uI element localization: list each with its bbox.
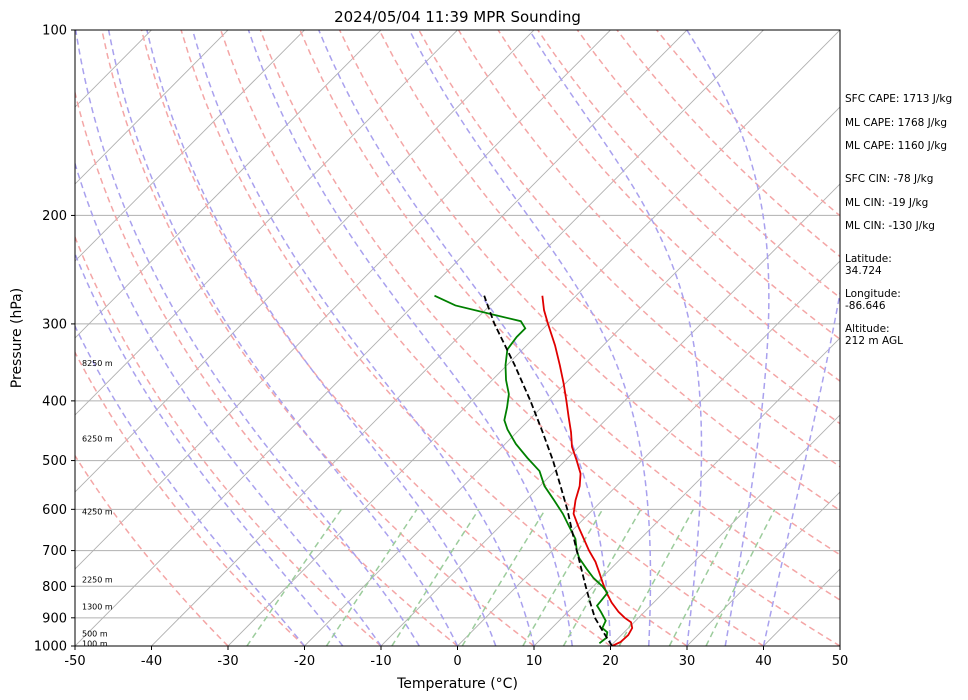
mixing-ratio-line <box>391 508 480 646</box>
height-label: 2250 m <box>82 576 113 585</box>
y-tick-label: 400 <box>42 394 67 409</box>
x-tick-label: -40 <box>141 654 162 669</box>
moist-adiabat-line <box>528 30 703 646</box>
isotherm-line <box>75 30 459 416</box>
y-tick-label: 200 <box>42 209 67 224</box>
x-tick-label: -30 <box>217 654 238 669</box>
x-tick-label: -50 <box>64 654 85 669</box>
height-label: 100 m <box>82 639 108 648</box>
moist-adiabat-line <box>408 30 652 646</box>
dry-adiabat-line <box>180 30 688 646</box>
mixing-ratio-line <box>246 508 342 646</box>
temperature-trace <box>541 295 634 646</box>
moist-adiabat-line <box>762 288 840 646</box>
y-tick-label: 700 <box>42 544 67 559</box>
info-panel-line: SFC CIN: -78 J/kg <box>845 173 933 185</box>
info-panel-line: ML CIN: -19 J/kg <box>845 197 928 209</box>
dry-adiabat-line <box>259 30 840 646</box>
x-tick-label: 50 <box>832 654 849 669</box>
moist-adiabat-line <box>247 30 573 646</box>
moist-adiabat-line <box>686 30 770 646</box>
info-panel-line: Longitude: <box>845 288 901 300</box>
info-panel-line: -86.646 <box>845 300 886 312</box>
isotherm-line <box>609 414 840 646</box>
isotherm-line <box>380 183 840 646</box>
x-tick-label: 40 <box>755 654 772 669</box>
info-panel-line: Altitude: <box>845 323 890 335</box>
info-panel-line: ML CIN: -130 J/kg <box>845 220 935 232</box>
x-tick-label: 0 <box>453 654 461 669</box>
isotherm-line <box>75 30 229 185</box>
height-label: 500 m <box>82 630 108 639</box>
x-tick-label: -10 <box>370 654 391 669</box>
x-tick-label: 10 <box>526 654 543 669</box>
info-panel-line: 212 m AGL <box>845 335 903 347</box>
x-tick-label: -20 <box>294 654 315 669</box>
isotherm-line <box>227 30 840 646</box>
dry-adiabat-line <box>576 30 840 299</box>
mixing-ratio-line <box>618 508 695 646</box>
x-axis-title: Temperature (°C) <box>396 676 518 692</box>
dry-adiabat-line <box>537 30 840 341</box>
isotherm-line <box>75 30 535 493</box>
sounding-traces <box>434 294 634 646</box>
chart-title: 2024/05/04 11:39 MPR Sounding <box>334 8 581 26</box>
dry-adiabat-line <box>75 235 382 646</box>
mixing-ratio-line <box>461 508 547 646</box>
moist-adiabat-line <box>318 30 612 646</box>
info-panel-line: ML CAPE: 1160 J/kg <box>845 140 947 152</box>
x-tick-label: 20 <box>602 654 619 669</box>
y-axis-title: Pressure (hPa) <box>9 288 25 388</box>
background-lines <box>75 16 968 659</box>
dry-adiabat-line <box>101 30 535 646</box>
mixing-ratio-line <box>562 508 642 646</box>
mixing-ratio-line <box>522 508 604 646</box>
info-panel-line: ML CAPE: 1768 J/kg <box>845 117 947 129</box>
mixing-ratio-line <box>705 508 776 646</box>
dry-adiabat-line <box>75 350 306 646</box>
mixing-ratio-line <box>668 508 742 646</box>
moist-adiabat-line <box>75 30 420 646</box>
isotherm-line <box>686 491 840 646</box>
height-label: 1300 m <box>82 602 113 611</box>
height-label: 8250 m <box>82 359 113 368</box>
parcel-trace <box>483 295 613 646</box>
x-tick-label: 30 <box>679 654 696 669</box>
isotherm-line <box>75 30 382 339</box>
isotherm-line <box>75 30 306 262</box>
dewpoint-trace <box>434 294 609 645</box>
dry-adiabat-line <box>140 30 611 646</box>
info-panel-line: SFC CAPE: 1713 J/kg <box>845 93 952 105</box>
isotherm-line <box>75 30 688 646</box>
height-label: 4250 m <box>82 508 113 517</box>
isotherm-line <box>303 106 840 646</box>
y-tick-label: 900 <box>42 611 67 626</box>
isotherm-line <box>75 30 612 570</box>
moist-adiabat-line <box>191 30 535 646</box>
isotherm-line <box>150 30 765 646</box>
height-label: 6250 m <box>82 434 113 443</box>
moist-adiabat-line <box>75 251 344 646</box>
y-tick-label: 600 <box>42 503 67 518</box>
dry-adiabat-line <box>299 30 840 601</box>
isotherm-line <box>904 16 968 659</box>
mixing-ratio-line <box>325 508 418 646</box>
moist-adiabat-line <box>146 30 497 646</box>
info-panel-line: 34.724 <box>845 265 882 277</box>
y-tick-label: 800 <box>42 580 67 595</box>
moist-adiabat-line <box>75 161 382 646</box>
y-tick-label: 500 <box>42 454 67 469</box>
moist-adiabat-line <box>107 30 459 646</box>
y-tick-label: 100 <box>42 24 67 39</box>
y-tick-label: 1000 <box>34 640 67 655</box>
info-panel-line: Latitude: <box>845 253 892 265</box>
dry-adiabat-line <box>75 89 458 646</box>
isotherm-line <box>456 260 840 646</box>
y-tick-label: 300 <box>42 317 67 332</box>
